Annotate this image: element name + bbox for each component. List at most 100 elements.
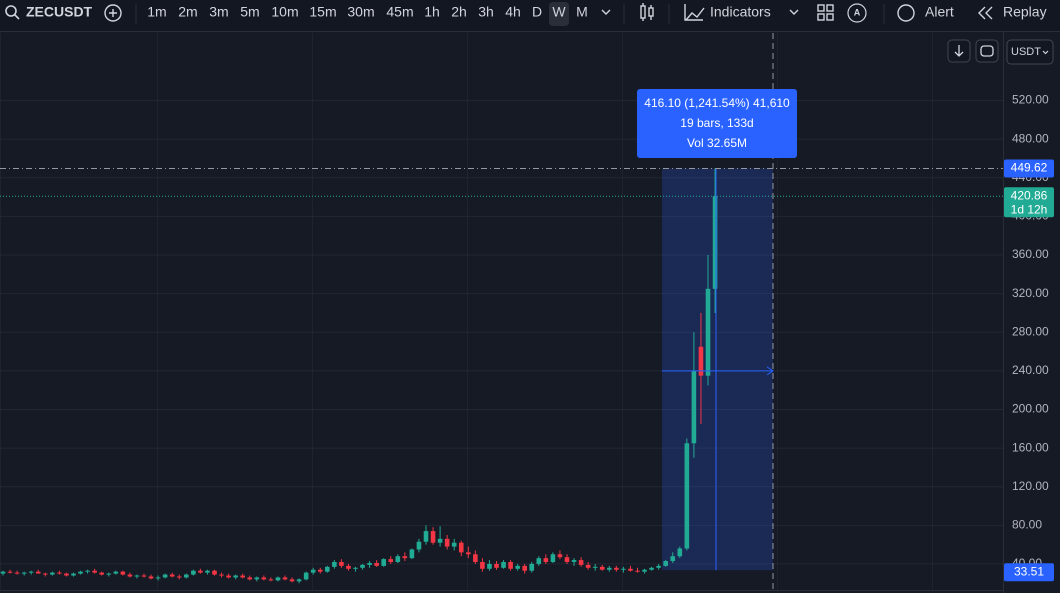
candle-body bbox=[360, 564, 365, 568]
interval-button[interactable]: D bbox=[532, 4, 542, 20]
overlay: 40.0080.00120.00160.00200.00240.00280.00… bbox=[0, 33, 1054, 590]
candle-body bbox=[550, 554, 556, 563]
add-symbol-plus bbox=[109, 9, 117, 17]
reset-button[interactable] bbox=[975, 39, 999, 63]
candle-body bbox=[508, 562, 513, 569]
candle-body bbox=[28, 571, 34, 573]
interval-button[interactable]: 45m bbox=[386, 4, 413, 20]
interval-button[interactable]: 5m bbox=[240, 4, 259, 20]
y-tick-label: 280.00 bbox=[1012, 324, 1049, 338]
candle-body bbox=[303, 572, 309, 580]
interval-button[interactable]: 4h bbox=[505, 4, 521, 20]
interval-button[interactable]: M bbox=[576, 4, 588, 20]
scroll-icon bbox=[954, 45, 964, 57]
measure-tooltip-text: Vol 32.65M bbox=[687, 136, 747, 150]
candle-body bbox=[423, 531, 429, 542]
candle-body bbox=[367, 562, 372, 565]
candle-body bbox=[628, 568, 633, 571]
search-icon-handle bbox=[14, 14, 20, 20]
candle-body bbox=[494, 563, 499, 568]
alert-icon bbox=[897, 4, 915, 22]
currency-dropdown bbox=[1042, 50, 1049, 55]
candle-body bbox=[198, 570, 203, 573]
candle-body bbox=[522, 565, 527, 571]
replay-button[interactable]: Replay bbox=[1003, 4, 1047, 20]
interval-button[interactable]: 30m bbox=[347, 4, 374, 20]
candle-body bbox=[543, 558, 549, 563]
search-icon[interactable] bbox=[5, 5, 17, 17]
candle-body bbox=[677, 548, 683, 557]
candle-body bbox=[325, 566, 330, 572]
candle-body bbox=[458, 542, 464, 553]
indicators-dropdown[interactable] bbox=[789, 9, 799, 15]
candle-body bbox=[127, 574, 133, 577]
chart-type-icon[interactable] bbox=[640, 3, 654, 21]
y-tick-label: 120.00 bbox=[1012, 479, 1049, 493]
candle-body bbox=[205, 570, 210, 573]
crosshair-price-tag bbox=[1004, 159, 1054, 178]
candle-body bbox=[487, 563, 492, 569]
interval-dropdown[interactable] bbox=[601, 9, 611, 15]
candle-body bbox=[148, 576, 154, 579]
toolbar bbox=[0, 0, 1060, 31]
symbol[interactable]: ZECUSDT bbox=[26, 4, 93, 20]
interval-button[interactable]: W bbox=[552, 4, 566, 20]
y-tick-label: 360.00 bbox=[1012, 247, 1049, 261]
candle-body bbox=[480, 562, 485, 569]
measure-tooltip-text: 19 bars, 133d bbox=[680, 116, 753, 130]
candle-body bbox=[35, 571, 41, 574]
candle-body bbox=[289, 579, 295, 582]
avatar[interactable] bbox=[847, 3, 867, 23]
interval-button[interactable]: 15m bbox=[309, 4, 336, 20]
candle-body bbox=[466, 552, 471, 555]
grid bbox=[0, 33, 1003, 590]
candle-body bbox=[346, 565, 351, 569]
candle-body bbox=[691, 370, 697, 444]
interval-button[interactable]: 2h bbox=[451, 4, 467, 20]
candle-body bbox=[310, 569, 316, 573]
add-symbol[interactable] bbox=[104, 4, 122, 22]
candle-body bbox=[515, 565, 520, 569]
candle-body bbox=[444, 538, 450, 547]
candle-body bbox=[656, 565, 661, 568]
candle-body bbox=[155, 577, 161, 579]
candle-body bbox=[536, 558, 542, 564]
interval-button[interactable]: 10m bbox=[271, 4, 298, 20]
interval-button[interactable]: 1h bbox=[424, 4, 440, 20]
interval-button[interactable]: 2m bbox=[178, 4, 197, 20]
candle-body bbox=[296, 579, 302, 582]
interval-button[interactable]: 3m bbox=[209, 4, 228, 20]
candle-body bbox=[176, 576, 182, 578]
candle-body bbox=[529, 563, 535, 571]
candle-body bbox=[14, 572, 20, 574]
currency-button[interactable] bbox=[1006, 39, 1054, 65]
interval-button[interactable]: 3h bbox=[478, 4, 494, 20]
alert-button[interactable]: Alert bbox=[925, 4, 954, 20]
y-tick-label: 240.00 bbox=[1012, 363, 1049, 377]
candle-body bbox=[92, 570, 97, 573]
interval-group: 1m 2m 3m 5m 10m 15m 30m 45m 1h 2h 3h 4h D W M bbox=[147, 2, 588, 26]
candle-body bbox=[705, 288, 711, 376]
candle-body bbox=[339, 562, 344, 566]
interval-button[interactable]: 1m bbox=[147, 4, 166, 20]
indicators-button[interactable]: Indicators bbox=[710, 4, 771, 20]
candle-body bbox=[599, 566, 605, 570]
countdown-label: 1d 12h bbox=[1011, 202, 1048, 216]
candle-body bbox=[261, 577, 267, 580]
candle-body bbox=[571, 560, 577, 563]
candle-body bbox=[663, 561, 668, 566]
candle-body bbox=[607, 567, 612, 570]
toolbar-separators bbox=[135, 4, 885, 24]
candle-body bbox=[592, 566, 598, 568]
candle-body bbox=[395, 556, 401, 563]
candle-body bbox=[219, 574, 224, 576]
layouts-icon[interactable] bbox=[817, 4, 834, 21]
last-price-tag bbox=[1004, 187, 1054, 218]
candle-body bbox=[106, 573, 112, 575]
measure-arrow bbox=[766, 366, 774, 376]
candle-body bbox=[557, 554, 563, 558]
candle-body bbox=[578, 560, 584, 565]
